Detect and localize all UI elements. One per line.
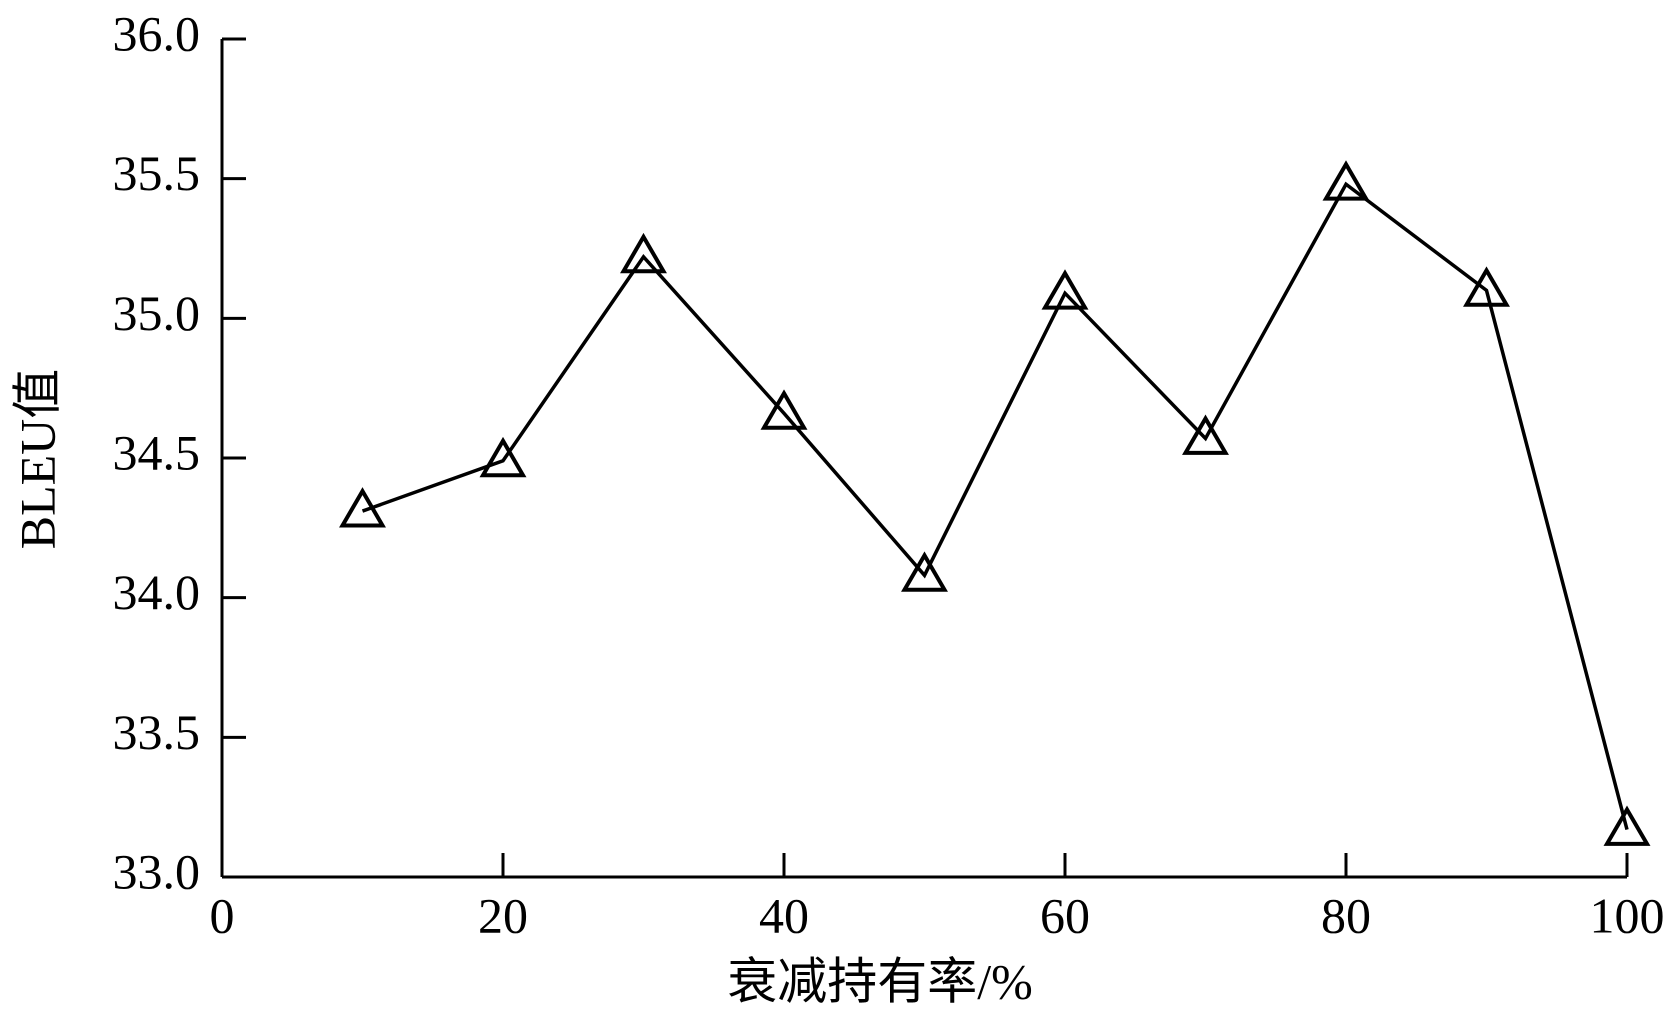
x-tick-label: 80 [1321,887,1371,943]
x-axis-title: 衰减持有率/% [727,953,1033,1009]
marker [479,436,527,478]
x-tick-label: 40 [759,887,809,943]
x-tick-label: 60 [1040,887,1090,943]
y-tick-label: 35.5 [113,145,201,201]
marker [760,389,808,430]
y-axis-title: BLEU值 [9,369,65,550]
marker [1322,160,1370,201]
x-tick-label: 20 [478,887,528,943]
x-tick-label: 0 [210,887,235,943]
y-tick-label: 35.0 [113,285,201,341]
y-tick-label: 36.0 [113,5,201,61]
y-tick-label: 34.0 [113,564,201,620]
marker [1182,414,1229,455]
marker [339,487,386,528]
y-tick-label: 33.5 [113,704,201,760]
marker [901,551,948,592]
marker [620,232,667,274]
marker [1463,266,1510,307]
marker [1041,269,1089,310]
data-line [361,181,1629,830]
y-tick-label: 34.5 [113,424,201,480]
marker [1603,805,1651,846]
y-tick-label: 33.0 [113,843,201,899]
x-tick-label: 100 [1590,887,1665,943]
